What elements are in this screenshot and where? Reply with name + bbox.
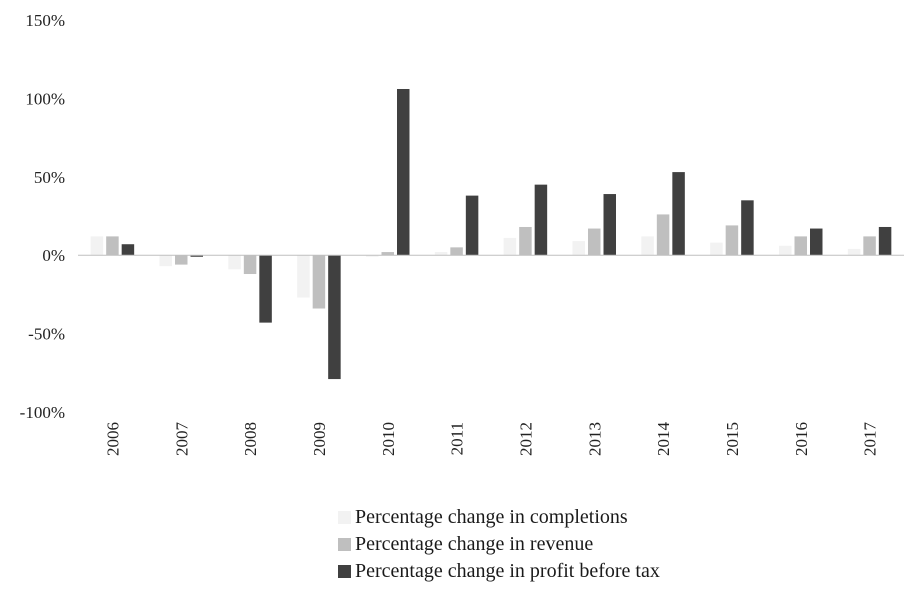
bar-2014-series-0	[641, 236, 654, 256]
y-tick-label: 150%	[25, 11, 65, 30]
bar-2011-series-0	[434, 252, 448, 256]
legend-label-profit: Percentage change in profit before tax	[355, 560, 660, 582]
y-tick-label: 0%	[42, 246, 65, 265]
bar-2013-series-0	[572, 241, 585, 256]
x-tick-label: 2016	[792, 422, 811, 456]
legend-swatch-completions	[338, 511, 351, 524]
x-tick-label: 2007	[172, 422, 191, 457]
bar-2016-series-1	[794, 236, 807, 256]
x-tick-label: 2011	[448, 422, 467, 455]
bar-2013-series-2	[603, 194, 616, 256]
legend: Percentage change in completions Percent…	[338, 504, 660, 585]
bar-2009-series-0	[297, 255, 310, 298]
x-axis: 2006 2007 2008 2009 2010 2011 2012 2013 2014 2015…	[78, 254, 904, 457]
x-tick-label: 2015	[723, 422, 742, 456]
bar-2012-series-0	[503, 237, 517, 256]
bar-2008-series-2	[259, 255, 272, 323]
bar-2007-series-0	[159, 255, 172, 267]
legend-item-profit: Percentage change in profit before tax	[338, 558, 660, 585]
y-tick-label: 50%	[34, 168, 65, 187]
legend-item-completions: Percentage change in completions	[338, 504, 660, 531]
bar-2016-series-2	[810, 228, 823, 256]
bar-2006-series-0	[90, 236, 104, 256]
bar-2007-series-1	[175, 255, 188, 265]
bar-2010-series-0	[366, 255, 379, 257]
bar-2012-series-2	[534, 184, 548, 256]
bar-2014-series-1	[656, 214, 670, 256]
x-tick-label: 2006	[103, 422, 122, 456]
bar-2008-series-0	[228, 255, 241, 270]
bar-2015-series-0	[710, 242, 723, 256]
bar-2010-series-2	[397, 88, 410, 256]
bar-2017-series-1	[863, 236, 876, 256]
legend-item-revenue: Percentage change in revenue	[338, 531, 660, 558]
legend-label-completions: Percentage change in completions	[355, 506, 628, 528]
bars	[90, 88, 892, 380]
x-tick-label: 2017	[861, 422, 880, 457]
bar-2009-series-1	[312, 255, 326, 309]
y-axis: 150% 100% 50% 0% -50% -100%	[20, 11, 65, 422]
bar-2015-series-2	[741, 200, 754, 256]
bar-2013-series-1	[588, 228, 601, 256]
bar-2015-series-1	[725, 225, 739, 256]
bar-2011-series-1	[450, 247, 463, 256]
bar-2014-series-2	[672, 172, 685, 256]
y-tick-label: -50%	[28, 325, 65, 344]
bar-2011-series-2	[465, 195, 479, 256]
legend-swatch-profit	[338, 565, 351, 578]
bar-2016-series-0	[779, 245, 792, 256]
x-tick-label: 2010	[379, 422, 398, 456]
legend-label-revenue: Percentage change in revenue	[355, 533, 594, 555]
bar-2017-series-2	[878, 226, 892, 256]
x-tick-label: 2008	[241, 422, 260, 456]
bar-2017-series-0	[847, 248, 861, 256]
bar-2006-series-1	[106, 236, 119, 256]
bar-2006-series-2	[121, 244, 135, 256]
x-tick-label: 2014	[654, 422, 673, 457]
bar-2010-series-1	[381, 252, 394, 256]
x-tick-label: 2009	[310, 422, 329, 456]
bar-2007-series-2	[190, 255, 203, 257]
bar-2009-series-2	[328, 255, 341, 380]
x-tick-label: 2012	[516, 422, 535, 456]
x-tick-label: 2013	[585, 422, 604, 456]
y-tick-label: 100%	[25, 89, 65, 108]
y-tick-label: -100%	[20, 403, 65, 422]
bar-2012-series-1	[519, 226, 532, 256]
bar-2008-series-1	[243, 255, 257, 275]
legend-swatch-revenue	[338, 538, 351, 551]
